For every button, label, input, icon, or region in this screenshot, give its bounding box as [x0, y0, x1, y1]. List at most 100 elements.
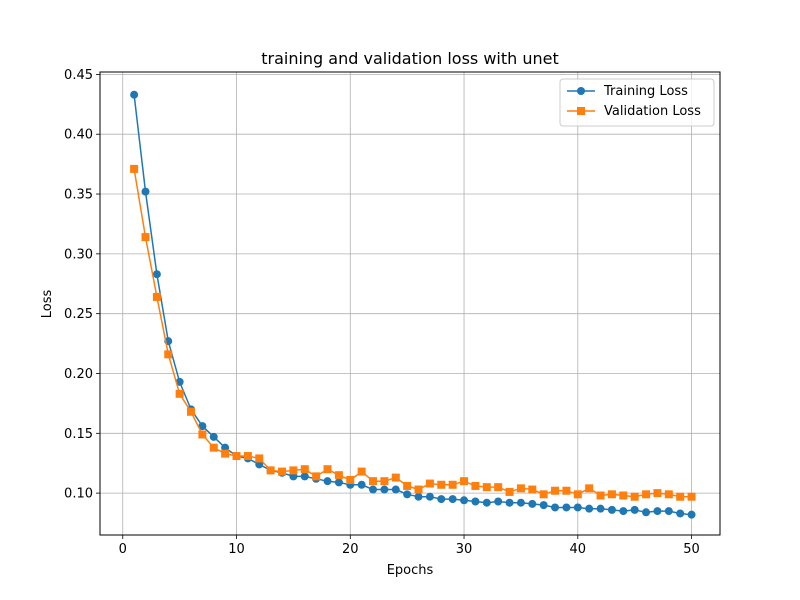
x-tick-label: 10 — [228, 542, 245, 557]
validation-loss-point — [346, 475, 355, 484]
y-tick-label: 0.15 — [64, 427, 93, 442]
y-axis-label: Loss — [40, 290, 55, 319]
x-tick-label: 30 — [456, 542, 473, 557]
validation-loss-point — [141, 233, 150, 242]
validation-loss-point — [630, 492, 639, 501]
validation-loss-point — [152, 292, 161, 301]
training-loss-point — [619, 507, 628, 516]
validation-loss-point — [664, 490, 673, 499]
validation-loss-point — [505, 487, 514, 496]
training-loss-point — [209, 432, 218, 441]
training-loss-point — [494, 497, 503, 506]
training-loss-point — [653, 507, 662, 516]
validation-loss-point — [573, 490, 582, 499]
training-loss-point — [585, 504, 594, 513]
training-loss-point — [551, 503, 560, 512]
x-tick-label: 0 — [119, 542, 127, 557]
y-axis-ticks: 0.10 0.15 0.20 0.25 0.30 0.35 0.40 0.45 — [64, 68, 100, 502]
validation-loss-point — [357, 467, 366, 476]
y-tick-label: 0.30 — [64, 247, 93, 262]
validation-loss-point — [585, 484, 594, 493]
training-loss-point — [448, 495, 457, 504]
training-loss-point — [516, 498, 525, 507]
y-tick-label: 0.25 — [64, 307, 93, 322]
training-loss-point — [630, 505, 639, 514]
validation-loss-point — [164, 350, 173, 359]
validation-loss-point — [494, 483, 503, 492]
training-loss-point — [528, 499, 537, 508]
chart-title: training and validation loss with unet — [261, 49, 559, 68]
y-tick-label: 0.40 — [64, 128, 93, 143]
validation-loss-point — [653, 489, 662, 498]
training-loss-point — [403, 490, 412, 499]
legend-marker-validation — [577, 107, 585, 115]
validation-loss-point — [619, 491, 628, 500]
training-loss-point — [300, 472, 309, 481]
legend-label-training: Training Loss — [603, 84, 688, 99]
training-loss-point — [664, 507, 673, 516]
validation-loss-point — [460, 477, 469, 486]
validation-loss-point — [528, 485, 537, 494]
x-axis-ticks: 0 10 20 30 40 50 — [119, 535, 700, 557]
validation-loss-point — [198, 430, 207, 439]
legend-label-validation: Validation Loss — [604, 104, 701, 119]
training-loss-point — [175, 377, 184, 386]
validation-loss-point — [243, 452, 252, 461]
training-loss-point — [505, 498, 514, 507]
validation-loss-point — [437, 480, 446, 489]
y-tick-label: 0.10 — [64, 487, 93, 502]
validation-loss-point — [562, 486, 571, 495]
series-layer — [130, 90, 696, 519]
validation-loss-point — [607, 490, 616, 499]
x-tick-label: 20 — [342, 542, 359, 557]
validation-loss-point — [687, 492, 696, 501]
validation-loss-point — [391, 473, 400, 482]
training-loss-point — [369, 485, 378, 494]
training-loss-point — [380, 485, 389, 494]
training-loss-point — [676, 509, 685, 518]
validation-loss-point — [289, 466, 298, 475]
validation-loss-point — [312, 472, 321, 481]
y-tick-label: 0.35 — [64, 188, 93, 203]
y-tick-label: 0.45 — [64, 68, 93, 83]
plot-frame — [99, 71, 721, 536]
validation-loss-point — [300, 465, 309, 474]
training-loss-point — [562, 503, 571, 512]
validation-loss-point — [232, 452, 241, 461]
validation-loss-point — [642, 490, 651, 499]
training-loss-point — [152, 270, 161, 279]
validation-loss-point — [187, 407, 196, 416]
legend-box — [559, 78, 715, 127]
validation-loss-point — [414, 485, 423, 494]
training-loss-point — [425, 492, 434, 501]
x-axis-label: Epochs — [387, 563, 434, 578]
training-loss-point — [460, 496, 469, 505]
training-loss-point — [596, 504, 605, 513]
legend: Training Loss Validation Loss — [559, 78, 715, 127]
training-loss-point — [482, 498, 491, 507]
training-loss-point — [141, 187, 150, 196]
training-loss-point — [334, 478, 343, 487]
validation-loss-point — [551, 486, 560, 495]
training-loss-point — [539, 501, 548, 510]
validation-loss-point — [266, 466, 275, 475]
training-loss-point — [437, 495, 446, 504]
validation-loss-point — [369, 477, 378, 486]
validation-loss-point — [539, 490, 548, 499]
training-loss-point — [414, 492, 423, 501]
training-loss-point — [130, 90, 139, 99]
training-loss-point — [357, 480, 366, 489]
validation-loss-point — [448, 480, 457, 489]
validation-loss-point — [403, 481, 412, 490]
y-tick-label: 0.20 — [64, 367, 93, 382]
validation-loss-point — [676, 492, 685, 501]
x-tick-label: 40 — [570, 542, 587, 557]
validation-loss-point — [482, 483, 491, 492]
validation-loss-point — [209, 443, 218, 452]
legend-marker-training — [577, 87, 585, 95]
validation-loss-point — [255, 454, 264, 463]
training-loss-point — [198, 422, 207, 431]
validation-loss-point — [221, 449, 230, 458]
validation-loss-point — [425, 479, 434, 488]
validation-loss-point — [175, 389, 184, 398]
